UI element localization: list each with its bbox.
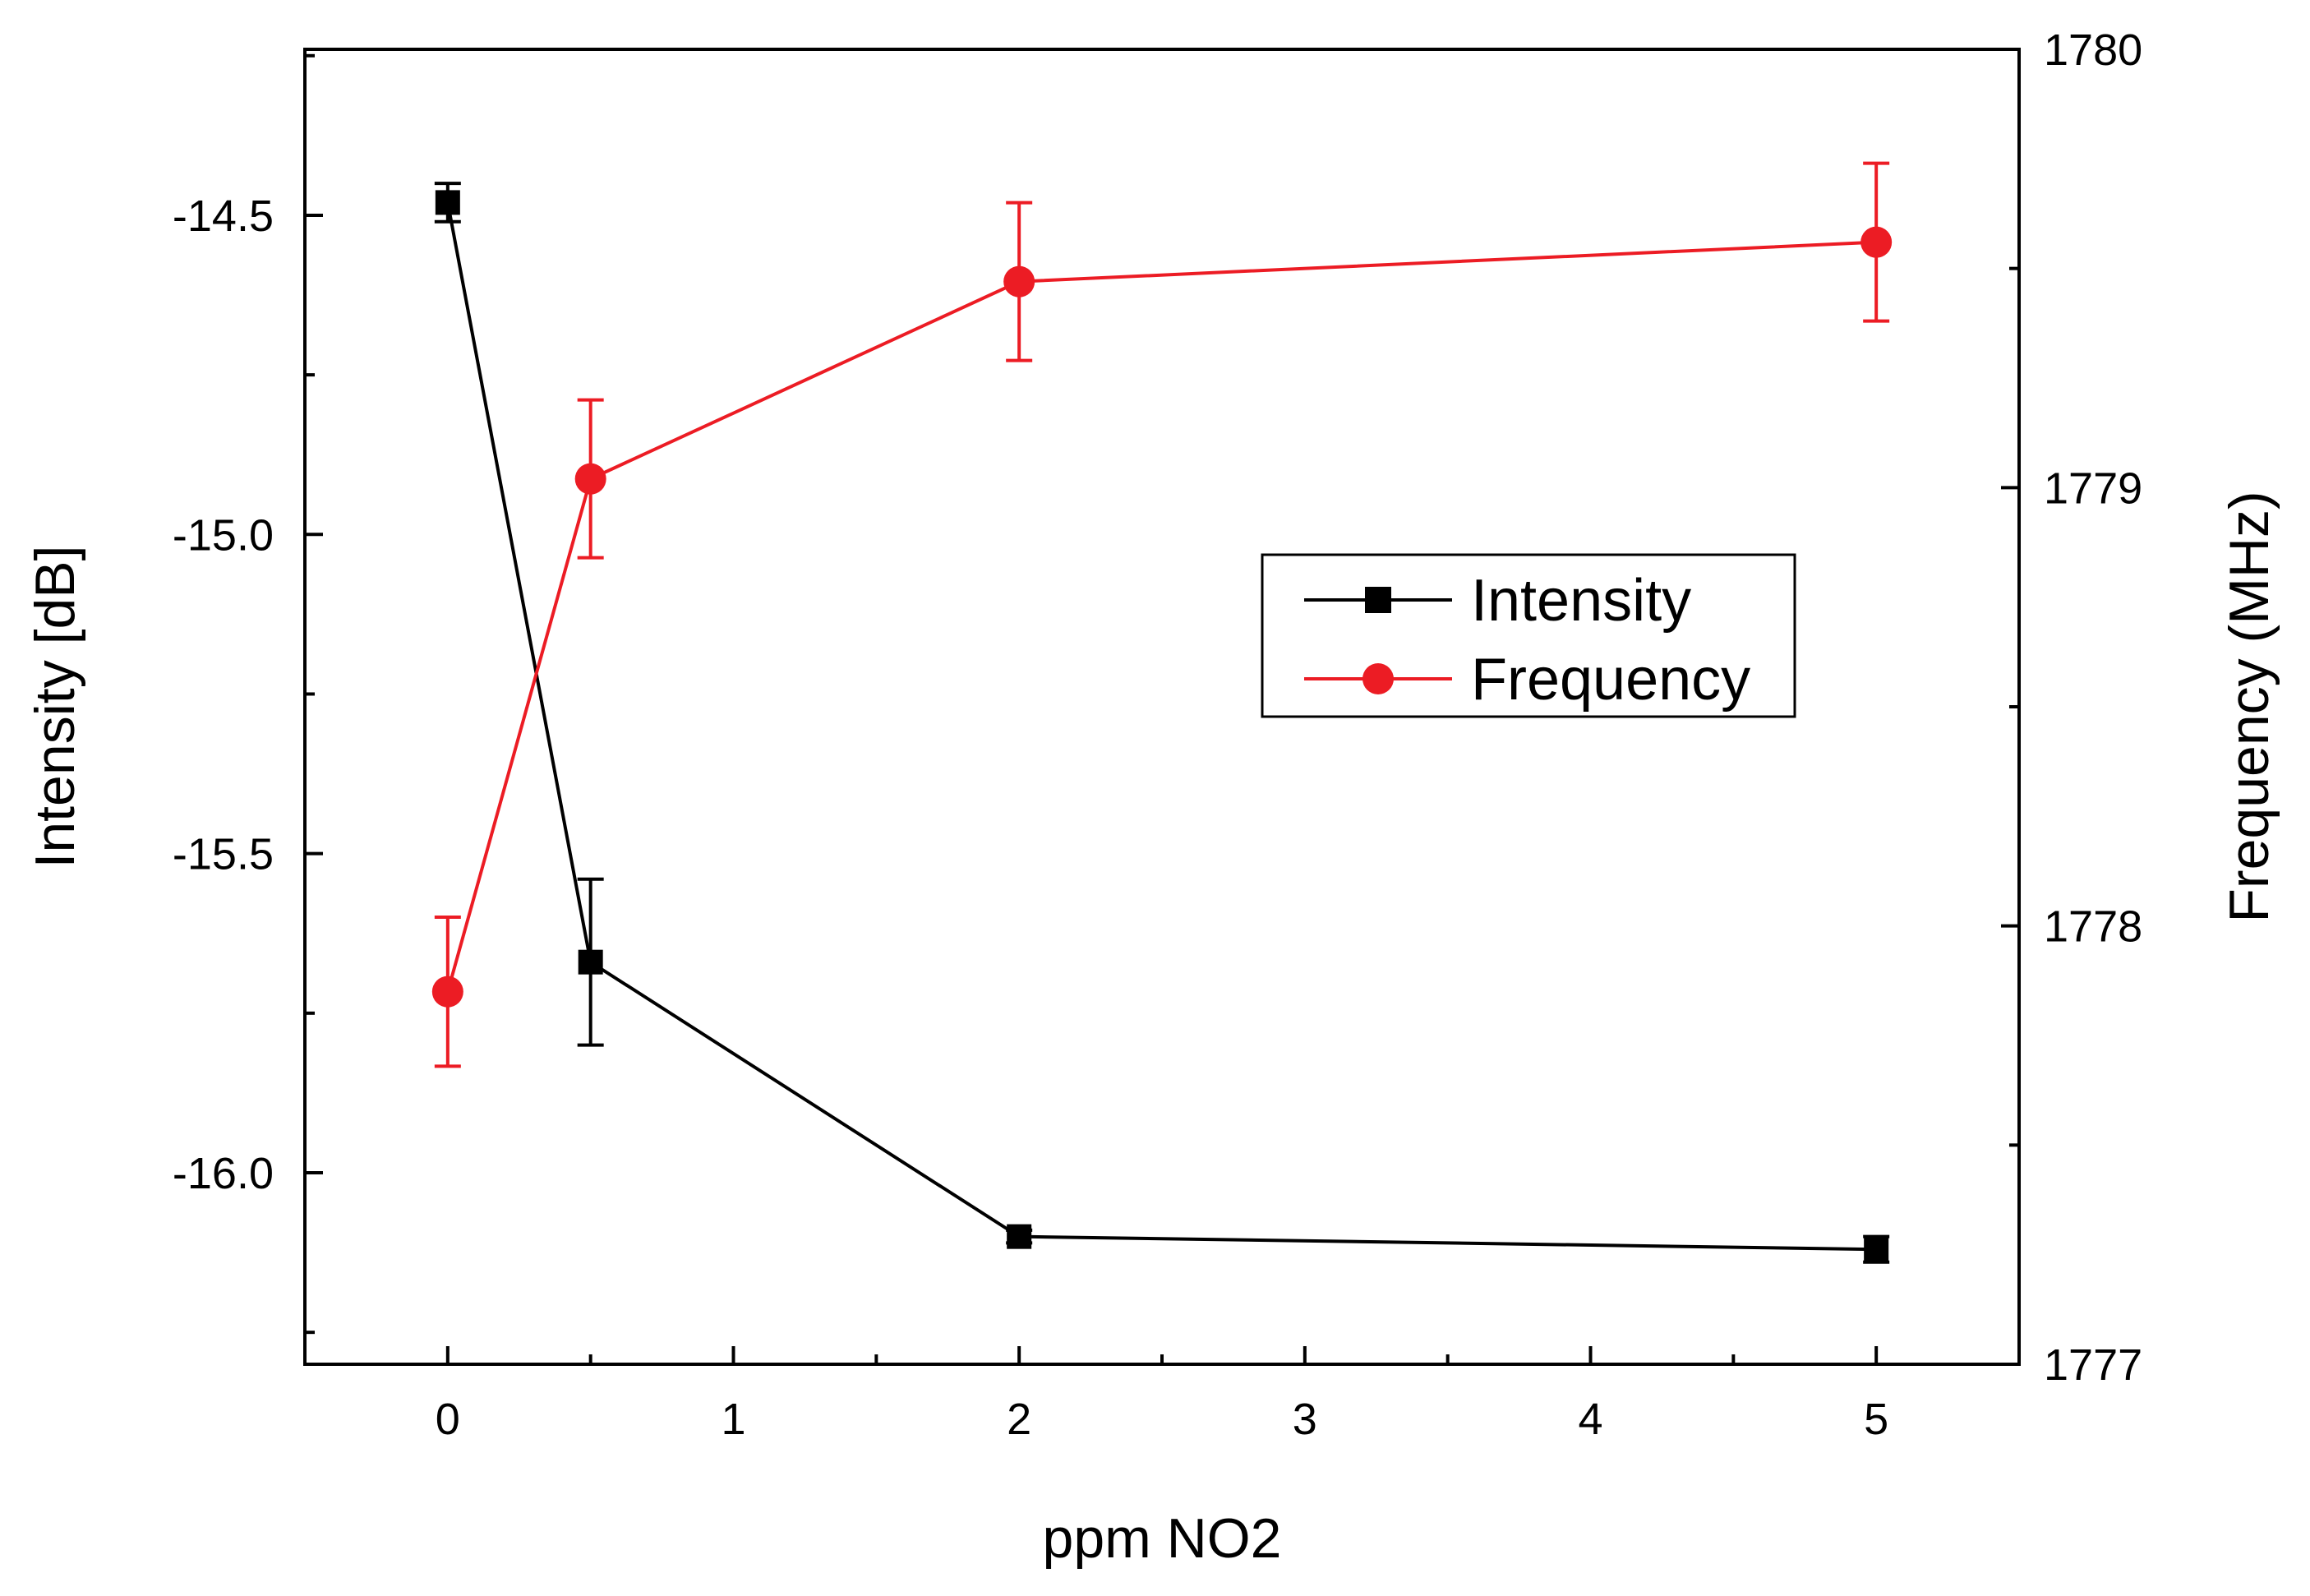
series-intensity bbox=[434, 182, 1890, 1264]
y-axis-title: Intensity [dB] bbox=[24, 545, 86, 868]
frequency-point bbox=[1860, 226, 1893, 258]
y-tick-label: -15.0 bbox=[173, 510, 274, 560]
intensity-point bbox=[578, 949, 603, 975]
x-axis-title: ppm NO2 bbox=[1043, 1507, 1282, 1570]
y2-tick-label: 1779 bbox=[2044, 464, 2142, 513]
y2-axis-title: Frequency (MHz) bbox=[2218, 491, 2280, 922]
y-tick-label: -15.5 bbox=[173, 830, 274, 879]
y-tick-label: -14.5 bbox=[173, 191, 274, 241]
x-tick-label: 3 bbox=[1293, 1395, 1317, 1444]
legend-intensity-marker bbox=[1365, 587, 1391, 613]
frequency-point bbox=[431, 976, 463, 1008]
x-tick-label: 1 bbox=[721, 1395, 745, 1444]
legend: Intensity Frequency bbox=[1261, 553, 1796, 718]
x-tick-label: 4 bbox=[1578, 1395, 1602, 1444]
legend-intensity-label: Intensity bbox=[1471, 568, 1691, 634]
intensity-point bbox=[1864, 1237, 1889, 1262]
x-tick-label: 5 bbox=[1864, 1395, 1888, 1444]
y2-tick-label: 1780 bbox=[2044, 25, 2142, 75]
x-tick-label: 2 bbox=[1007, 1395, 1031, 1444]
legend-frequency-label: Frequency bbox=[1471, 647, 1750, 713]
y-tick-label: -16.0 bbox=[173, 1149, 274, 1198]
frequency-point bbox=[1003, 265, 1035, 298]
frequency-line bbox=[445, 240, 1877, 993]
legend-box bbox=[1261, 553, 1796, 718]
intensity-point bbox=[435, 190, 460, 215]
legend-frequency-marker bbox=[1362, 663, 1394, 694]
x-tick-label: 0 bbox=[436, 1395, 460, 1444]
series-layer bbox=[431, 161, 1893, 1264]
y2-tick-label: 1777 bbox=[2044, 1340, 2142, 1390]
series-frequency bbox=[431, 161, 1893, 1068]
ticks-layer: 0 1 2 3 4 5 -14.5 -15.0 -15.5 -16.0 1777 1778 1779 17… bbox=[173, 25, 2142, 1444]
intensity-line bbox=[445, 202, 1877, 1252]
intensity-point bbox=[1007, 1224, 1032, 1249]
y2-tick-label: 1778 bbox=[2044, 902, 2142, 952]
frequency-point bbox=[574, 463, 606, 495]
